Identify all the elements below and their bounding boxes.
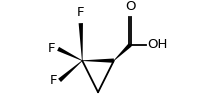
Polygon shape — [114, 43, 132, 61]
Text: F: F — [77, 6, 84, 19]
Polygon shape — [57, 47, 82, 61]
Text: O: O — [125, 0, 135, 13]
Polygon shape — [79, 23, 83, 61]
Polygon shape — [82, 59, 114, 63]
Text: OH: OH — [147, 38, 167, 51]
Text: F: F — [48, 42, 56, 55]
Text: F: F — [50, 74, 57, 87]
Polygon shape — [58, 60, 82, 82]
